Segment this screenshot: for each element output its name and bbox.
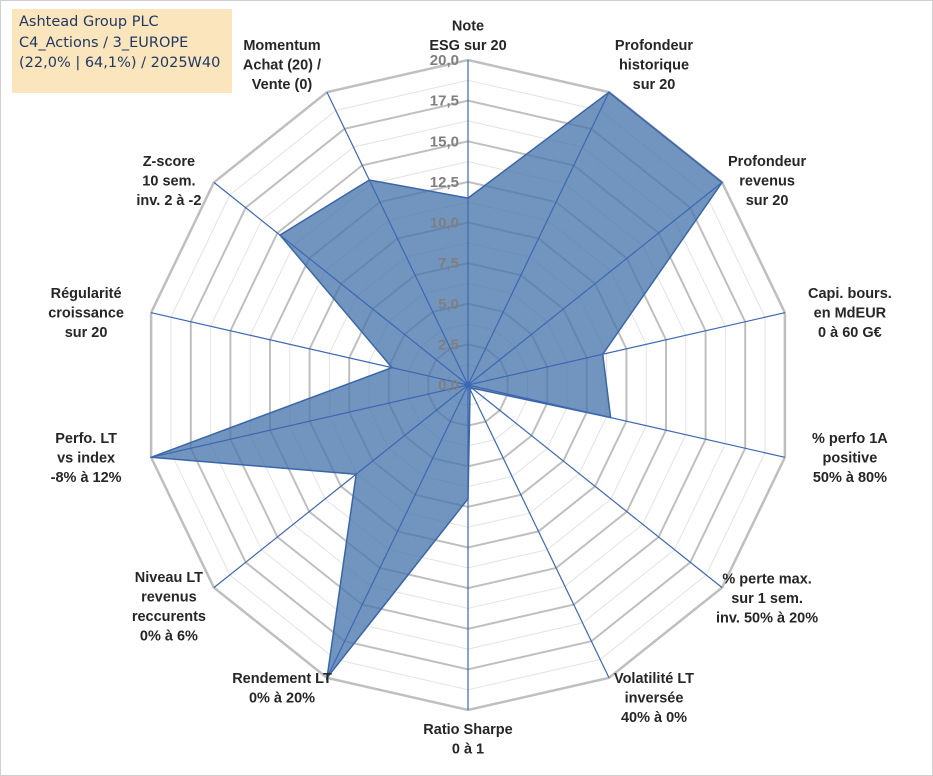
axis-label-line: Profondeur <box>615 38 693 54</box>
info-scores: (22,0% | 64,1%) / 2025W40 <box>19 55 221 71</box>
axis-label-line: sur 1 sem. <box>731 591 803 607</box>
axis-label-line: sur 20 <box>633 77 676 93</box>
axis-label-line: inversée <box>625 690 684 706</box>
axis-label-line: Momentum <box>243 38 320 54</box>
info-category: C4_Actions / 3_EUROPE <box>19 34 189 51</box>
axis-label: Capi. bours. en MdEUR 0 à 60 G€ <box>808 286 892 341</box>
axis-label: Z-score 10 sem. inv. 2 à -2 <box>136 154 201 209</box>
axis-label-line: Z-score <box>143 154 195 170</box>
axis-label: Régularité croissance sur 20 <box>48 286 124 341</box>
axis-label-line: sur 20 <box>65 325 108 341</box>
axis-spoke <box>150 312 469 386</box>
tick-label: 10,0 <box>430 215 459 232</box>
axis-label-line: -8% à 12% <box>51 470 122 486</box>
axis-label-line: % perfo 1A <box>812 431 888 447</box>
axis-spoke <box>467 312 786 386</box>
axis-spoke <box>467 181 723 386</box>
axis-label-line: sur 20 <box>746 193 789 209</box>
axis-label-line: 50% à 80% <box>813 470 887 486</box>
axis-label-line: revenus <box>739 174 795 190</box>
tick-label: 20,0 <box>430 52 459 69</box>
info-box: Ashtead Group PLC C4_Actions / 3_EUROPE … <box>12 9 232 93</box>
axis-label-line: % perte max. <box>722 572 811 588</box>
axis-label-line: 0% à 20% <box>249 690 315 706</box>
axis-spoke <box>150 384 469 458</box>
axis-label: Profondeur historique sur 20 <box>615 38 693 93</box>
axis-label-line: en MdEUR <box>814 306 887 322</box>
axis-label-line: Volatilité LT <box>614 671 694 687</box>
axis-label: Volatilité LT inversée 40% à 0% <box>614 671 694 726</box>
axis-label-line: 0 à 1 <box>452 742 484 758</box>
axis-label-line: Profondeur <box>728 154 806 170</box>
axis-label: Ratio Sharpe 0 à 1 <box>423 722 512 758</box>
axis-label: Rendement LT 0% à 20% <box>232 671 332 707</box>
axis-spoke <box>326 384 469 679</box>
axis-label-line: 10 sem. <box>142 174 195 190</box>
axis-label-line: inv. 2 à -2 <box>136 193 201 209</box>
axis-label: % perte max. sur 1 sem. inv. 50% à 20% <box>716 572 818 627</box>
axis-label-line: 0 à 60 G€ <box>818 325 882 341</box>
axis-label-line: Régularité <box>51 286 122 302</box>
axis-label: Momentum Achat (20) / Vente (0) <box>243 38 321 93</box>
axis-label-line: revenus <box>141 589 197 605</box>
tick-label: 15,0 <box>430 133 459 150</box>
axis-spoke <box>213 181 469 386</box>
axis-label-line: Niveau LT <box>135 570 203 586</box>
axis-label-line: vs index <box>57 450 115 466</box>
info-company: Ashtead Group PLC <box>19 14 159 30</box>
axis-spoke <box>467 384 723 589</box>
axis-label-line: Note <box>452 19 484 35</box>
axis-label: Perfo. LT vs index -8% à 12% <box>51 431 122 486</box>
tick-label: 17,5 <box>430 93 459 110</box>
axis-label-line: Perfo. LT <box>55 431 117 447</box>
radar-tick-labels: 0,0 2,5 5,0 7,5 10,0 12,5 15,0 17,5 20,0 <box>430 52 459 394</box>
axis-label: Niveau LT revenus reccurents 0% à 6% <box>132 570 206 645</box>
axis-spoke <box>326 91 469 386</box>
axis-label-line: ESG sur 20 <box>429 38 506 54</box>
tick-label: 7,5 <box>438 255 459 272</box>
axis-label: Profondeur revenus sur 20 <box>728 154 806 209</box>
axis-label-line: 40% à 0% <box>621 710 687 726</box>
axis-label: % perfo 1A positive 50% à 80% <box>812 431 888 486</box>
axis-label-line: Ratio Sharpe <box>423 722 512 738</box>
axis-spoke <box>467 384 786 458</box>
axis-label-line: 0% à 6% <box>140 628 198 644</box>
radar-spokes <box>150 60 786 710</box>
axis-label-line: historique <box>619 58 689 74</box>
tick-label: 0,0 <box>438 377 459 394</box>
axis-label: Note ESG sur 20 <box>429 19 506 55</box>
tick-label: 2,5 <box>438 336 459 353</box>
axis-spoke <box>213 384 469 589</box>
axis-label-line: croissance <box>48 306 124 322</box>
axis-label-line: reccurents <box>132 609 206 625</box>
tick-label: 5,0 <box>438 296 459 313</box>
radar-axis-labels: Note ESG sur 20 Profondeur historique sur 20… <box>48 19 892 758</box>
axis-spoke <box>467 91 610 386</box>
axis-label-line: inv. 50% à 20% <box>716 611 818 627</box>
axis-label-line: positive <box>823 450 878 466</box>
axis-label-line: Rendement LT <box>232 671 332 687</box>
axis-label-line: Vente (0) <box>252 77 313 93</box>
axis-spoke <box>467 384 610 679</box>
axis-label-line: Capi. bours. <box>808 286 892 302</box>
tick-label: 12,5 <box>430 174 459 191</box>
axis-label-line: Achat (20) / <box>243 58 321 74</box>
